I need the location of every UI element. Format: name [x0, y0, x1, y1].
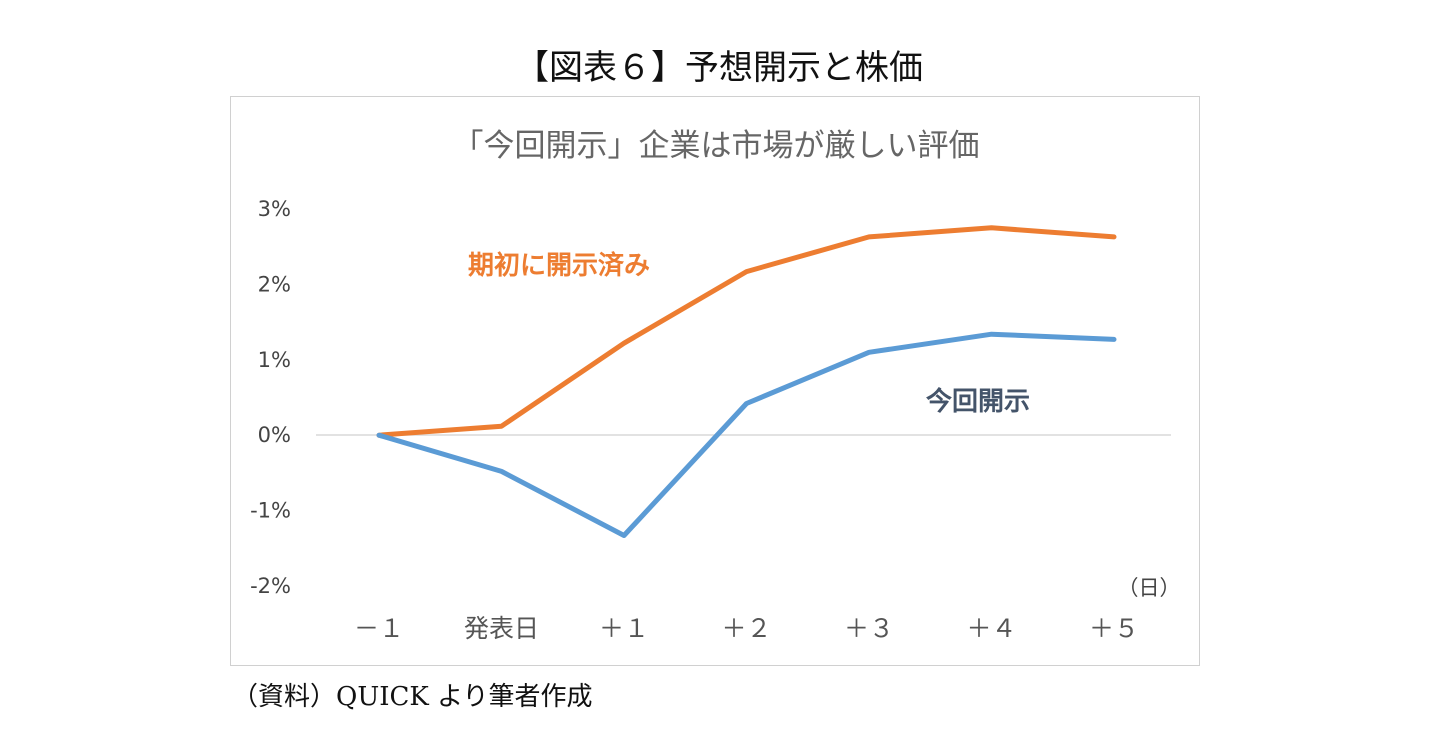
- y-tick-label: 3%: [258, 197, 291, 221]
- y-tick-label: 1%: [258, 348, 291, 372]
- x-tick-label: ＋４: [966, 614, 1016, 643]
- series-label-konkai: 今回開示: [926, 386, 1030, 417]
- series-line-konkai: [376, 331, 1117, 538]
- source-note: （資料）QUICK より筆者作成: [232, 682, 593, 712]
- chart-frame: 「今回開示」企業は市場が厳しい評価 3% 2% 1% 0% -1% -2% －１ 発表日 ＋１…: [230, 96, 1200, 666]
- y-tick-label: 2%: [258, 272, 291, 296]
- y-tick-label: -1%: [250, 499, 291, 523]
- x-tick-label: －１: [354, 614, 404, 643]
- series-layer: [376, 225, 1117, 538]
- series-label-kishoni: 期初に開示済み: [468, 250, 650, 281]
- x-axis-unit: （日）: [1118, 576, 1181, 600]
- figure-title: 【図表６】予想開示と株価: [515, 48, 923, 88]
- x-axis-ticks: －１ 発表日 ＋１ ＋２ ＋３ ＋４ ＋５: [354, 614, 1139, 643]
- x-tick-label: ＋５: [1089, 614, 1139, 643]
- chart-subtitle: 「今回開示」企業は市場が厳しい評価: [453, 128, 980, 164]
- x-tick-label: ＋３: [844, 614, 894, 643]
- x-tick-label: ＋１: [599, 614, 649, 643]
- y-axis-ticks: 3% 2% 1% 0% -1% -2%: [250, 197, 291, 598]
- x-tick-label: ＋２: [721, 614, 771, 643]
- series-line-kishoni: [376, 225, 1117, 438]
- y-tick-label: 0%: [258, 423, 291, 447]
- y-tick-label: -2%: [250, 574, 291, 598]
- x-tick-label: 発表日: [464, 614, 539, 643]
- line-chart: 「今回開示」企業は市場が厳しい評価 3% 2% 1% 0% -1% -2% －１ 発表日 ＋１…: [250, 128, 1181, 643]
